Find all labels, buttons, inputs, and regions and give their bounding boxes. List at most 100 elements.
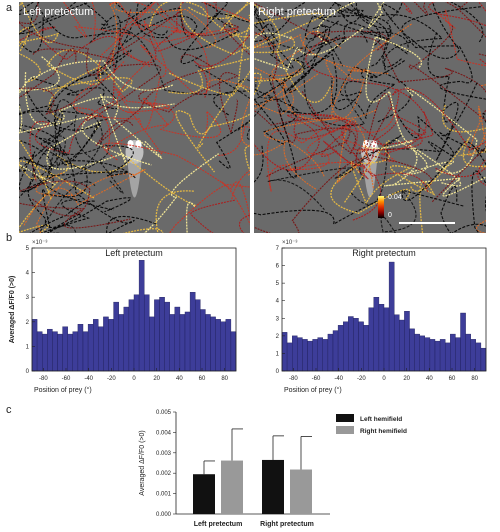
histogram-bar (225, 319, 232, 372)
histogram-bar (220, 321, 226, 372)
trajectory-path (95, 54, 216, 147)
histogram-bar (378, 304, 385, 372)
histogram-bar (327, 333, 334, 372)
y-tick-label: 0.002 (156, 471, 172, 477)
histogram-bar (292, 335, 298, 372)
histogram-bar (87, 324, 94, 372)
trajectory-path (99, 2, 219, 71)
trajectory-path (288, 23, 409, 93)
x-tick-label: 0 (132, 376, 136, 382)
trajectory-path (282, 60, 377, 121)
left-pretectum-image: Left pretectum (19, 2, 250, 233)
trajectory-path (359, 114, 455, 180)
trajectory-path (38, 137, 156, 233)
y-tick-label: 0.004 (156, 430, 172, 436)
y-tick-label: 5 (276, 281, 280, 287)
trajectory-path (350, 161, 436, 233)
bar (262, 459, 284, 514)
trajectory-path (40, 112, 110, 181)
y-tick-label: 2 (26, 320, 30, 326)
histogram-bar (348, 316, 354, 372)
trajectory-path (23, 168, 147, 227)
trajectory-path (393, 87, 478, 176)
trajectory-path (401, 141, 486, 212)
y-tick-label: 0 (26, 369, 30, 375)
histogram-bar (368, 307, 374, 372)
bar (193, 474, 215, 514)
histogram-bar (184, 311, 191, 372)
trajectory-path (19, 128, 81, 233)
histogram-bar (399, 319, 405, 372)
x-tick-label: 0 (382, 376, 386, 382)
x-tick-label: -20 (107, 376, 116, 382)
trajectory-path (19, 2, 114, 76)
histogram-bar (72, 331, 79, 372)
legend-swatch (336, 414, 354, 422)
histogram-bar (388, 261, 395, 372)
trajectory-path (254, 79, 286, 118)
trajectory-path (19, 26, 157, 64)
x-tick-label: 80 (471, 376, 478, 382)
y-scale-label: ×10⁻³ (32, 240, 47, 246)
x-tick-label: 80 (221, 376, 228, 382)
x-tick-label: 20 (153, 376, 160, 382)
histogram-bar (373, 297, 380, 372)
histogram-bar (337, 325, 344, 372)
trajectory-path (254, 145, 264, 183)
y-tick-label: 0 (276, 369, 280, 375)
histogram-bar (286, 342, 293, 372)
y-tick-label: 2 (276, 334, 280, 340)
trajectory-path (254, 2, 388, 51)
trajectory-path (410, 136, 486, 192)
histogram-bar (470, 339, 476, 372)
trajectory-path (19, 90, 101, 186)
trajectory-path (206, 79, 250, 176)
trajectory-path (254, 57, 304, 96)
trajectory-path (75, 97, 171, 152)
histogram-bar (128, 299, 135, 372)
histogram-bar (455, 337, 461, 372)
histogram-bar (62, 326, 68, 372)
trajectory-path (254, 109, 351, 177)
histogram-bar (98, 326, 104, 372)
right-pretectum-image: Right pretectum 0.04 0 (254, 2, 486, 233)
trajectory-path (19, 2, 168, 53)
histogram-bar (174, 306, 181, 372)
histogram-bar (36, 331, 43, 372)
histogram-bar (281, 332, 288, 372)
trajectory-path (254, 28, 389, 75)
colorbar (378, 196, 384, 218)
histogram-bar (414, 333, 420, 372)
x-tick-label: 20 (403, 376, 410, 382)
histogram-bar (342, 321, 349, 372)
trajectory-overlay-right (254, 2, 486, 233)
histogram-bar (205, 314, 211, 372)
trajectory-path (19, 180, 131, 229)
trajectory-path (287, 105, 397, 171)
x-tick-label: 60 (449, 376, 456, 382)
histogram-bar (444, 342, 451, 372)
colorbar-min-label: 0 (388, 212, 392, 219)
y-tick-label: 7 (276, 246, 280, 252)
trajectory-path (168, 2, 250, 95)
histogram-bar (169, 314, 175, 372)
histogram-bar (123, 306, 130, 372)
histogram-bar (353, 318, 359, 372)
y-tick-label: 4 (26, 271, 30, 277)
trajectory-path (114, 86, 221, 155)
trajectory-path (439, 80, 486, 157)
trajectory-path (408, 25, 486, 203)
histogram-bar (230, 331, 237, 372)
histogram-bar (363, 325, 369, 372)
trajectory-path (190, 199, 250, 233)
histogram-bar (113, 301, 119, 372)
trajectory-path (27, 110, 132, 228)
trajectory-path (46, 93, 175, 170)
trajectory-path (451, 145, 486, 233)
trajectory-path (168, 2, 250, 97)
trajectory-path (362, 36, 423, 150)
trajectory-path (303, 34, 366, 127)
trajectory-path (62, 2, 239, 46)
trajectory-path (254, 36, 286, 110)
histogram-bar (302, 339, 308, 372)
